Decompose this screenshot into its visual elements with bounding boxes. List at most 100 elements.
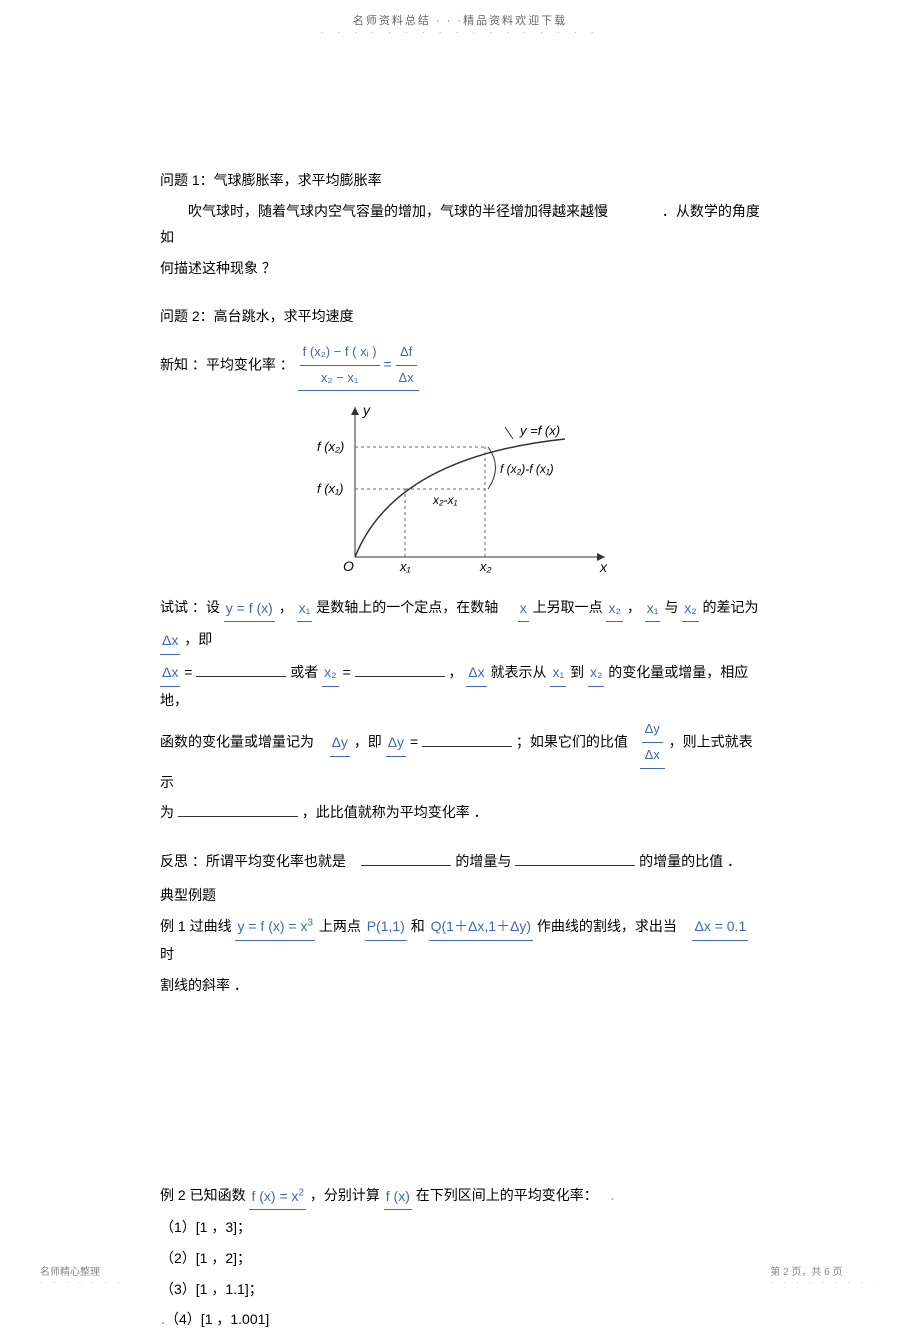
fx1-label: f (x₁) bbox=[317, 481, 343, 496]
blank-5 bbox=[361, 865, 451, 866]
reflect-mid: 的增量与 bbox=[455, 853, 511, 869]
reflect-label: 反思 ：所谓平均变化率也就是 bbox=[160, 853, 346, 869]
l2-m2: x₂ bbox=[322, 659, 338, 687]
frac-num: f (x₂) − f ( xᵢ ) bbox=[300, 340, 380, 366]
ex2-item4-row: ．（4）[1 ，1.001] bbox=[160, 1306, 760, 1333]
ex2-item1: （1）[1 ，3]； bbox=[160, 1214, 760, 1241]
x2-label: x₂ bbox=[479, 559, 492, 574]
l2-eq: = bbox=[184, 664, 192, 680]
ex2-item2: （2）[1 ，2]； bbox=[160, 1245, 760, 1272]
try-line4: 为 ，此比值就称为平均变化率 ． bbox=[160, 799, 760, 826]
header-sub: · · · · · · · · · · · · · · · · · bbox=[0, 28, 920, 37]
try-label5b: 与 bbox=[664, 599, 678, 615]
try-m1: y = f (x) bbox=[224, 595, 275, 623]
l3-text3: ；如果它们的比值 bbox=[516, 734, 628, 750]
x-axis-label: x bbox=[599, 559, 608, 575]
try-label7: ，即 bbox=[184, 631, 212, 647]
ex1-and: 和 bbox=[411, 918, 425, 934]
l2-to: 到 bbox=[570, 664, 584, 680]
blank-6 bbox=[515, 865, 635, 866]
l2-comma: ， bbox=[448, 664, 462, 680]
try-m7: Δx bbox=[160, 627, 180, 655]
example-2: 例 2 已知函数 f (x) = x2 ，分别计算 f (x) 在下列区间上的平… bbox=[160, 1182, 760, 1210]
try-line2: Δx = 或者 x₂ = ， Δx 就表示从 x₁ 到 x₂ 的变化量或增量，相… bbox=[160, 659, 760, 714]
l4-text1: 为 bbox=[160, 804, 174, 820]
l2-m4: x₁ bbox=[550, 659, 566, 687]
blank-4 bbox=[178, 816, 298, 817]
l3-frac-den: Δx bbox=[642, 743, 663, 768]
l3-m1: Δy bbox=[330, 729, 350, 757]
ex2-m1-text: f (x) = x bbox=[251, 1188, 298, 1204]
header-title: 名师资料总结 · · ·精品资料欢迎下载 bbox=[353, 15, 567, 27]
curve-label: y =f (x) bbox=[519, 423, 560, 438]
ex1-text2: 作曲线的割线，求出当 bbox=[537, 918, 677, 934]
ex2-text1: ，分别计算 bbox=[310, 1187, 380, 1203]
chart-container: y x O y =f (x) x₁ x₂ f (x₁) f (x₂) f (x₂… bbox=[160, 397, 760, 580]
eq-sign: = bbox=[383, 356, 391, 372]
ex2-sup: 2 bbox=[299, 1187, 304, 1198]
blank-3 bbox=[422, 746, 512, 747]
question-1-body3: 何描述这种现象 ？ bbox=[160, 255, 760, 282]
try-m5: x₁ bbox=[645, 595, 661, 623]
blank-2 bbox=[355, 676, 445, 677]
l3-frac: Δy Δx bbox=[640, 717, 665, 768]
q1-body1: 吹气球时，随着气球内空气容量的增加，气球的半径增加得越来越慢 bbox=[188, 203, 608, 219]
diffx-label: x₂-x₁ bbox=[432, 493, 458, 507]
y-axis-label: y bbox=[362, 402, 371, 418]
l3-text1: 函数的变化量或增量记为 bbox=[160, 734, 314, 750]
reflect-line: 反思 ：所谓平均变化率也就是 的增量与 的增量的比值 ． bbox=[160, 848, 760, 875]
ex1-m3: Q(1＋Δx,1＋Δy) bbox=[429, 913, 533, 941]
blank-1 bbox=[196, 676, 286, 677]
l2-m3: Δx bbox=[466, 659, 486, 687]
footer-left-dots: · · · · · · · bbox=[40, 1278, 124, 1287]
ex1-m1: y = f (x) = x3 bbox=[235, 913, 314, 941]
try-line3: 函数的变化量或增量记为 Δy ，即 Δy = ；如果它们的比值 Δy Δx ，则… bbox=[160, 717, 760, 795]
question-2-title: 问题 2：高台跳水，求平均速度 bbox=[160, 303, 760, 330]
ex1-m4: Δx = 0.1 bbox=[692, 913, 748, 941]
footer-right: 第 2 页，共 6 页 · · · · · · · · · bbox=[770, 1263, 880, 1287]
try-label6: 的差记为 bbox=[703, 599, 759, 615]
function-chart: y x O y =f (x) x₁ x₂ f (x₁) f (x₂) f (x₂… bbox=[305, 397, 615, 577]
examples-title: 典型例题 bbox=[160, 882, 760, 909]
dot-icon: ． bbox=[609, 1189, 621, 1203]
x1-label: x₁ bbox=[399, 559, 411, 574]
ex1-sup: 3 bbox=[307, 918, 312, 929]
try-label4: 上另取一点 bbox=[533, 599, 603, 615]
newknow-label: 新知 ：平均变化率 ： bbox=[160, 356, 294, 372]
l4-text2: ，此比值就称为平均变化率 ． bbox=[302, 804, 488, 820]
try-label2: ， bbox=[279, 599, 293, 615]
footer-right-text: 第 2 页，共 6 页 bbox=[770, 1263, 880, 1278]
l2-eq2: = bbox=[342, 664, 350, 680]
footer-left-text: 名师精心整理 bbox=[40, 1263, 124, 1278]
l3-frac-num: Δy bbox=[642, 717, 663, 743]
page-header: 名师资料总结 · · ·精品资料欢迎下载 · · · · · · · · · ·… bbox=[0, 0, 920, 37]
try-m4: x₂ bbox=[606, 595, 622, 623]
question-1-title: 问题 1：气球膨胀率，求平均膨胀率 bbox=[160, 167, 760, 194]
curve-pointer bbox=[505, 427, 513, 439]
ex1-text3: 时 bbox=[160, 946, 174, 962]
example-1-line2: 割线的斜率 ． bbox=[160, 972, 760, 999]
question-1-body: 吹气球时，随着气球内空气容量的增加，气球的半径增加得越来越慢 ．从数学的角度如 bbox=[160, 198, 760, 251]
main-content: 问题 1：气球膨胀率，求平均膨胀率 吹气球时，随着气球内空气容量的增加，气球的半… bbox=[0, 37, 920, 1333]
try-label1: 试试 ：设 bbox=[160, 599, 220, 615]
footer-right-dots: · · · · · · · · · bbox=[770, 1278, 880, 1287]
y-axis-arrow bbox=[351, 407, 359, 415]
try-line1b: Δx ，即 bbox=[160, 626, 760, 654]
try-m6: x₂ bbox=[682, 595, 698, 623]
curve bbox=[355, 439, 565, 557]
diffy-label: f (x₂)-f (x₁) bbox=[500, 462, 554, 476]
l2-text1: 就表示从 bbox=[491, 664, 547, 680]
ex2-text2: 在下列区间上的平均变化率： bbox=[416, 1187, 598, 1203]
df-den: Δx bbox=[396, 366, 417, 391]
l3-eq: = bbox=[410, 734, 418, 750]
fx2-label: f (x₂) bbox=[317, 439, 344, 454]
ex2-item3: （3）[1 ，1.1]； bbox=[160, 1276, 760, 1303]
try-label5: ， bbox=[627, 599, 641, 615]
frac-den: x₂ − x₁ bbox=[300, 366, 380, 391]
new-knowledge-row: 新知 ：平均变化率 ： f (x₂) − f ( xᵢ ) x₂ − x₁ = … bbox=[160, 340, 760, 391]
try-label3: 是数轴上的一个定点，在数轴 bbox=[316, 599, 498, 615]
ex1-m2: P(1,1) bbox=[365, 913, 407, 941]
ex2-m2: f (x) bbox=[384, 1183, 412, 1211]
ex2-item4-prefix: ． bbox=[160, 1313, 172, 1327]
l2-m5: x₂ bbox=[588, 659, 604, 687]
